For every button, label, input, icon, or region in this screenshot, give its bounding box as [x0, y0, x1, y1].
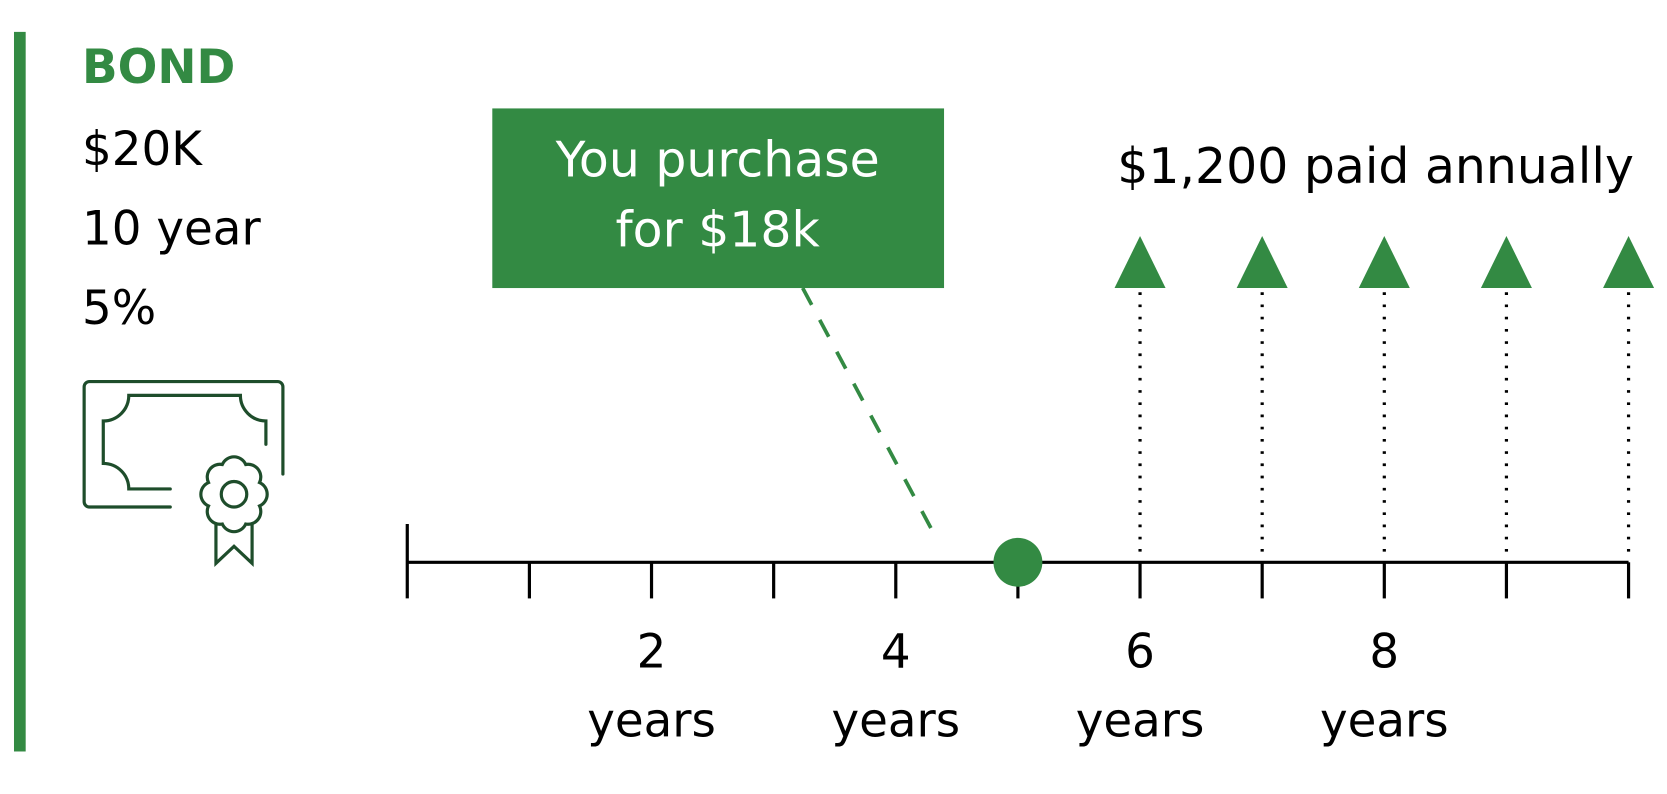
- bond-face-value: $20K: [82, 123, 203, 177]
- year-label-unit: years: [587, 695, 716, 749]
- bond-term: 10 year: [82, 202, 261, 256]
- purchase-point: [993, 537, 1043, 587]
- year-label-number: 6: [1125, 626, 1155, 680]
- purchase-connector: [801, 287, 938, 538]
- year-label-number: 2: [637, 626, 667, 680]
- payments-label: $1,200 paid annually: [1117, 138, 1634, 195]
- payment-arrow-icon: [1236, 235, 1288, 289]
- year-label-unit: years: [831, 695, 960, 749]
- accent-bar: [13, 31, 26, 752]
- payment-arrow-icon: [1114, 235, 1166, 289]
- year-label-number: 4: [881, 626, 911, 680]
- bond-title: BOND: [82, 41, 235, 95]
- purchase-box-line1: You purchase: [555, 131, 880, 188]
- purchase-box: [492, 108, 945, 289]
- purchase-box-line2: for $18k: [615, 202, 820, 259]
- year-label-unit: years: [1076, 695, 1205, 749]
- payment-arrow-icon: [1480, 235, 1532, 289]
- year-label-unit: years: [1320, 695, 1449, 749]
- payment-arrow-icon: [1358, 235, 1410, 289]
- bond-certificate-icon: [82, 379, 285, 568]
- bond-rate: 5%: [82, 282, 156, 336]
- payment-arrow-icon: [1603, 235, 1655, 289]
- year-label-number: 8: [1369, 626, 1399, 680]
